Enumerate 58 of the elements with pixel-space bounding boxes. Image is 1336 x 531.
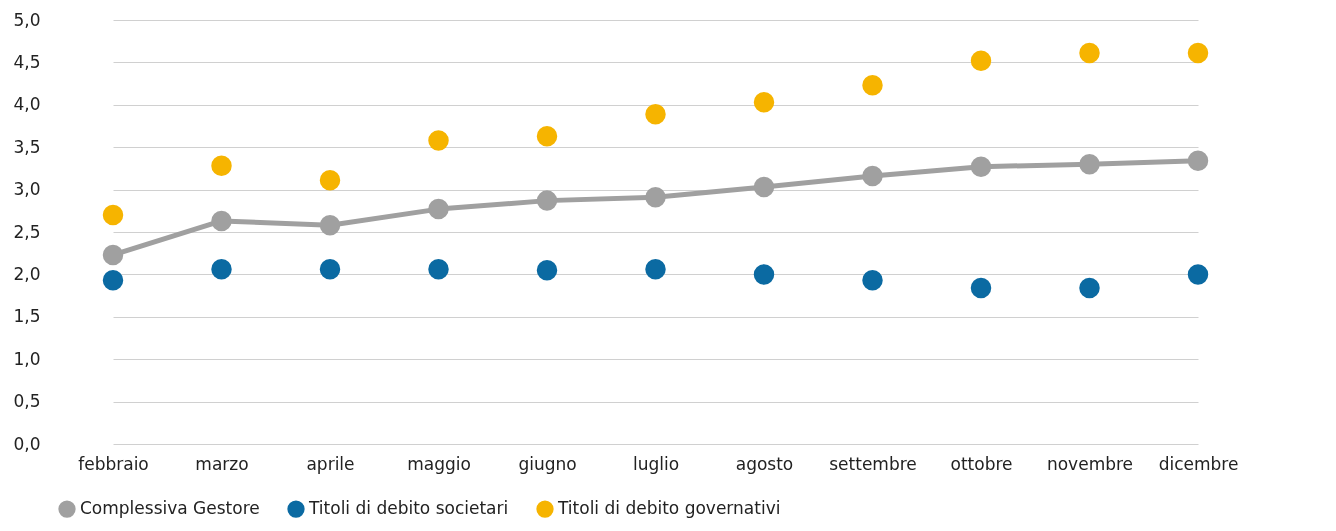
x-tick-label: giugno xyxy=(518,453,577,474)
point xyxy=(319,214,341,236)
point xyxy=(753,176,775,198)
x-tick-label: aprile xyxy=(306,453,355,474)
point xyxy=(645,259,666,280)
y-tick-label: 2,0 xyxy=(13,263,41,284)
y-tick-label: 0,5 xyxy=(13,391,41,412)
legend-label: Titoli di debito governativi xyxy=(557,498,781,519)
y-tick-label: 2,5 xyxy=(13,221,41,242)
point xyxy=(862,75,883,96)
point xyxy=(970,50,992,71)
point xyxy=(428,198,449,220)
point xyxy=(970,156,992,177)
y-tick-label: 5,0 xyxy=(13,9,41,30)
point xyxy=(319,259,341,280)
point xyxy=(1079,277,1100,299)
point xyxy=(970,277,992,299)
point xyxy=(536,125,558,147)
y-tick-label: 4,5 xyxy=(13,51,41,72)
y-tick-label: 3,0 xyxy=(13,179,41,200)
point xyxy=(211,210,232,232)
point xyxy=(1079,153,1100,175)
x-tick-label: agosto xyxy=(735,453,794,474)
point xyxy=(211,155,232,177)
x-tick-label: settembre xyxy=(829,453,917,474)
point xyxy=(319,170,341,191)
point xyxy=(1079,42,1100,64)
y-tick-label: 3,5 xyxy=(13,136,41,157)
point xyxy=(862,270,883,291)
legend-label: Complessiva Gestore xyxy=(80,498,260,519)
point xyxy=(1187,42,1209,64)
x-tick-label: dicembre xyxy=(1158,453,1239,474)
point xyxy=(645,103,666,125)
point xyxy=(753,264,775,285)
x-tick-label: novembre xyxy=(1046,453,1134,474)
point xyxy=(753,92,775,113)
x-tick-label: febbraio xyxy=(78,453,149,474)
point xyxy=(428,130,449,151)
y-tick-label: 4,0 xyxy=(13,94,41,115)
y-tick-label: 1,0 xyxy=(13,348,41,369)
y-tick-label: 0,0 xyxy=(13,433,41,454)
point xyxy=(102,244,124,266)
x-tick-label: luglio xyxy=(632,453,680,474)
x-tick-label: ottobre xyxy=(950,453,1013,474)
point xyxy=(536,190,558,211)
x-tick-label: maggio xyxy=(407,453,471,474)
point xyxy=(211,259,232,280)
legend-label: Titoli di debito societari xyxy=(308,498,509,519)
point xyxy=(645,187,666,208)
point xyxy=(536,259,558,281)
point xyxy=(102,204,124,226)
x-tick-label: marzo xyxy=(195,453,249,474)
point xyxy=(428,259,449,280)
point xyxy=(1187,150,1209,171)
point xyxy=(1187,264,1209,285)
y-tick-label: 1,5 xyxy=(13,306,41,327)
point xyxy=(862,165,883,187)
point xyxy=(102,270,124,291)
